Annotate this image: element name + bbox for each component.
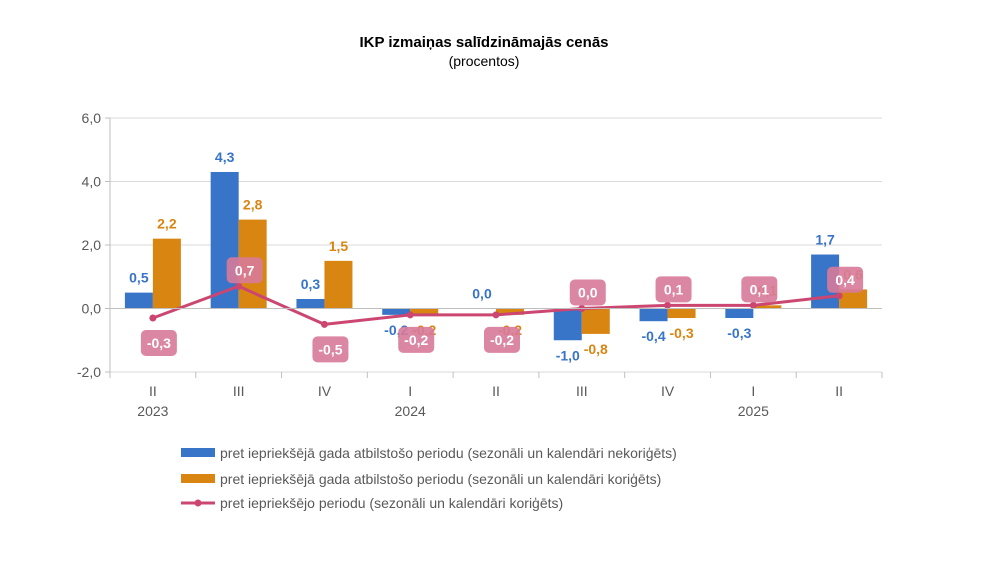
bar-series1 [210,171,239,309]
line-data-label: -0,3 [147,335,171,351]
y-tick-label: -2,0 [77,364,101,380]
x-tick-label: II [149,383,157,399]
bar-data-label: 2,8 [243,197,263,213]
legend-label-3: pret iepriekšējo periodu (sezonāli un ka… [220,495,563,511]
bar-series2 [753,305,782,309]
x-tick-label: IV [318,383,332,399]
line-label-box [484,326,520,353]
line-label-box [398,326,435,353]
chart-title: IKP izmaiņas salīdzināmajās cenās [359,34,608,51]
line-data-label: 0,1 [750,281,770,297]
line-point [406,311,414,319]
line-point [664,301,672,309]
y-axis: -2,0 0,0 2,0 4,0 6,0 [77,110,111,380]
line-series [149,282,843,328]
line-point [235,282,243,290]
bar-series2 [581,308,610,334]
line-data-label: -0,5 [318,341,342,357]
bar-data-label: 0,0 [472,286,492,302]
x-tick-label: I [751,383,755,399]
x-tick-label: I [408,383,412,399]
legend-swatch-2 [181,474,215,483]
line-point [835,292,843,300]
bar-series2 [152,238,181,309]
x-year-label: 2025 [738,403,769,419]
line-data-label: 0,7 [235,262,255,278]
line-point [749,301,757,309]
x-tick-label: IV [661,383,675,399]
line-label-box [741,276,778,303]
legend: pret iepriekšējā gada atbilstošo periodu… [181,445,677,511]
line-label-box [655,276,692,303]
y-tick-label: 4,0 [82,174,102,190]
legend-swatch-1 [181,448,215,457]
bar-data-label: 1,5 [329,238,349,254]
data-labels: 0,54,30,3-0,20,0-1,0-0,4 -0,31,72,22,81,5… [129,149,864,363]
line-label-box [140,330,177,357]
bar-series2 [496,308,524,315]
legend-item-2: pret iepriekšējā gada atbilstošo periodu… [181,471,661,487]
line-point [492,311,500,319]
y-tick-label: 0,0 [82,301,102,317]
bar-series1 [725,308,754,319]
bar-data-label: -0,4 [641,328,665,344]
bar-series1 [639,308,668,322]
line-data-label: 0,4 [835,272,855,288]
bar-series1 [296,298,325,309]
x-year-label: 2023 [137,403,168,419]
line-label-box [569,279,606,306]
line-point [320,320,328,328]
line-label-box [226,257,263,284]
bar-data-label: -0,8 [584,341,608,357]
bar-series1 [382,308,411,315]
bar-data-label: -0,3 [669,325,693,341]
line-data-label: -0,2 [490,332,514,348]
line-label-box [827,266,864,293]
legend-label-1: pret iepriekšējā gada atbilstošo periodu… [220,445,677,461]
bar-data-label: 1,7 [815,232,835,248]
bar-data-label: 4,3 [215,149,235,165]
line-label-box [312,336,349,363]
bar-series2 [667,308,696,319]
bar-series1 [553,308,582,341]
y-tick-label: 2,0 [82,237,102,253]
bar-series2 [324,260,353,309]
legend-marker-3 [194,499,202,507]
legend-label-2: pret iepriekšējā gada atbilstošo periodu… [220,471,661,487]
bar-data-label: -1,0 [556,347,580,363]
x-tick-label: III [576,383,588,399]
bar-series2 [839,289,868,309]
bar-data-label: 2,2 [157,216,177,232]
legend-item-3: pret iepriekšējo periodu (sezonāli un ka… [181,495,563,511]
legend-item-1: pret iepriekšējā gada atbilstošo periodu… [181,445,677,461]
line-data-label: 0,0 [578,285,598,301]
bar-series2 [410,308,439,315]
line-data-label: -0,2 [404,332,428,348]
bar-data-label: 0,3 [301,276,321,292]
bar-data-label: -0,3 [727,325,751,341]
x-tick-label: II [835,383,843,399]
line-point [149,314,157,322]
chart-subtitle: (procentos) [449,53,520,69]
line-data-label: 0,1 [664,281,684,297]
y-tick-label: 6,0 [82,110,102,126]
bar-series1 [124,292,153,309]
x-tick-label: III [233,383,245,399]
x-year-label: 2024 [395,403,426,419]
bar-data-label: 0,5 [129,270,149,286]
x-tick-label: II [492,383,500,399]
